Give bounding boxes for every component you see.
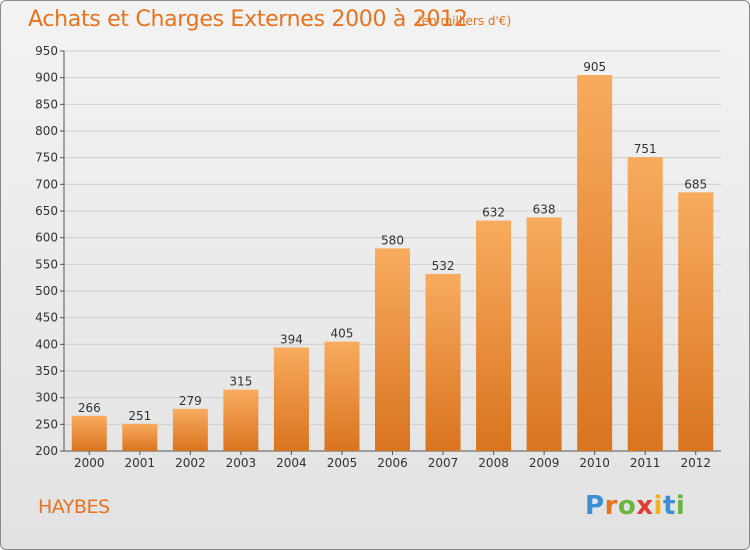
bar-value-labels: 266 251 279 315 394 405 580 532 632 638 905 751 685 xyxy=(78,60,707,423)
bar-2005 xyxy=(324,341,360,451)
y-tick-label: 350 xyxy=(35,364,58,378)
chart-subtitle: (en milliers d'€) xyxy=(417,14,512,28)
bars xyxy=(71,75,714,452)
y-tick-label: 250 xyxy=(35,417,58,431)
bar-2000 xyxy=(71,415,107,451)
bar-value-label: 394 xyxy=(280,333,303,347)
logo-letter: t xyxy=(662,491,676,521)
y-tick-label: 500 xyxy=(35,284,58,298)
bar-2011 xyxy=(627,157,663,451)
y-tick-label: 850 xyxy=(35,97,58,111)
y-tick-label: 900 xyxy=(35,71,58,85)
x-tick-labels: 2000 2001 2002 2003 2004 2005 2006 2007 2008 2009… xyxy=(74,456,711,470)
logo-letter: o xyxy=(617,491,637,521)
bar-2010 xyxy=(577,75,613,451)
bar-2003 xyxy=(223,389,259,451)
bar-value-label: 266 xyxy=(78,401,101,415)
proxiti-logo[interactable]: Proxiti xyxy=(585,491,685,521)
y-tick-label: 600 xyxy=(35,231,58,245)
bar-value-label: 532 xyxy=(432,259,455,273)
x-tick-label: 2007 xyxy=(428,456,459,470)
y-tick-labels: 200 250 300 350 400 450 500 550 600 650 700 750 800 8… xyxy=(35,44,58,458)
x-tick-label: 2003 xyxy=(226,456,257,470)
bar-value-label: 580 xyxy=(381,233,404,247)
y-tick-label: 750 xyxy=(35,151,58,165)
y-tick-label: 300 xyxy=(35,391,58,405)
chart-title: Achats et Charges Externes 2000 à 2012 xyxy=(28,7,468,32)
y-tick-label: 400 xyxy=(35,337,58,351)
y-tick-label: 450 xyxy=(35,311,58,325)
bar-2007 xyxy=(425,273,461,451)
logo-letter: i xyxy=(675,491,686,521)
bar-value-label: 405 xyxy=(331,327,354,341)
x-tick-label: 2004 xyxy=(276,456,307,470)
bar-2012 xyxy=(678,192,714,452)
bar-value-label: 315 xyxy=(229,375,252,389)
bar-value-label: 751 xyxy=(634,142,657,156)
x-tick-label: 2001 xyxy=(125,456,156,470)
logo-letter: P xyxy=(585,491,605,521)
x-tick-label: 2009 xyxy=(529,456,560,470)
x-tick-label: 2010 xyxy=(579,456,610,470)
bar-2006 xyxy=(375,248,410,451)
logo-letter: r xyxy=(604,491,618,521)
x-tick-label: 2005 xyxy=(327,456,358,470)
x-tick-label: 2006 xyxy=(377,456,408,470)
x-tick-label: 2012 xyxy=(680,456,711,470)
logo-letter: i xyxy=(653,491,663,521)
logo-letter: x xyxy=(636,491,654,521)
x-tick-label: 2011 xyxy=(630,456,661,470)
y-tick-label: 650 xyxy=(35,204,58,218)
y-tick-label: 800 xyxy=(35,124,58,138)
bar-2002 xyxy=(172,408,208,451)
bar-value-label: 632 xyxy=(482,206,505,220)
y-tick-label: 700 xyxy=(35,177,58,191)
bar-value-label: 905 xyxy=(583,60,606,74)
y-tick-label: 200 xyxy=(35,444,58,458)
place-name: HAYBES xyxy=(38,496,110,518)
x-tick-label: 2002 xyxy=(175,456,206,470)
bar-value-label: 638 xyxy=(533,202,556,216)
x-tick-label: 2008 xyxy=(478,456,509,470)
y-tick-label: 950 xyxy=(35,44,58,58)
bar-2001 xyxy=(122,423,158,451)
bar-2004 xyxy=(273,347,309,451)
bar-value-label: 251 xyxy=(128,409,151,423)
x-tick-label: 2000 xyxy=(74,456,105,470)
bar-2009 xyxy=(526,217,562,451)
bar-2008 xyxy=(476,220,512,451)
bar-value-label: 279 xyxy=(179,394,202,408)
y-tick-label: 550 xyxy=(35,257,58,271)
bar-value-label: 685 xyxy=(684,177,707,191)
